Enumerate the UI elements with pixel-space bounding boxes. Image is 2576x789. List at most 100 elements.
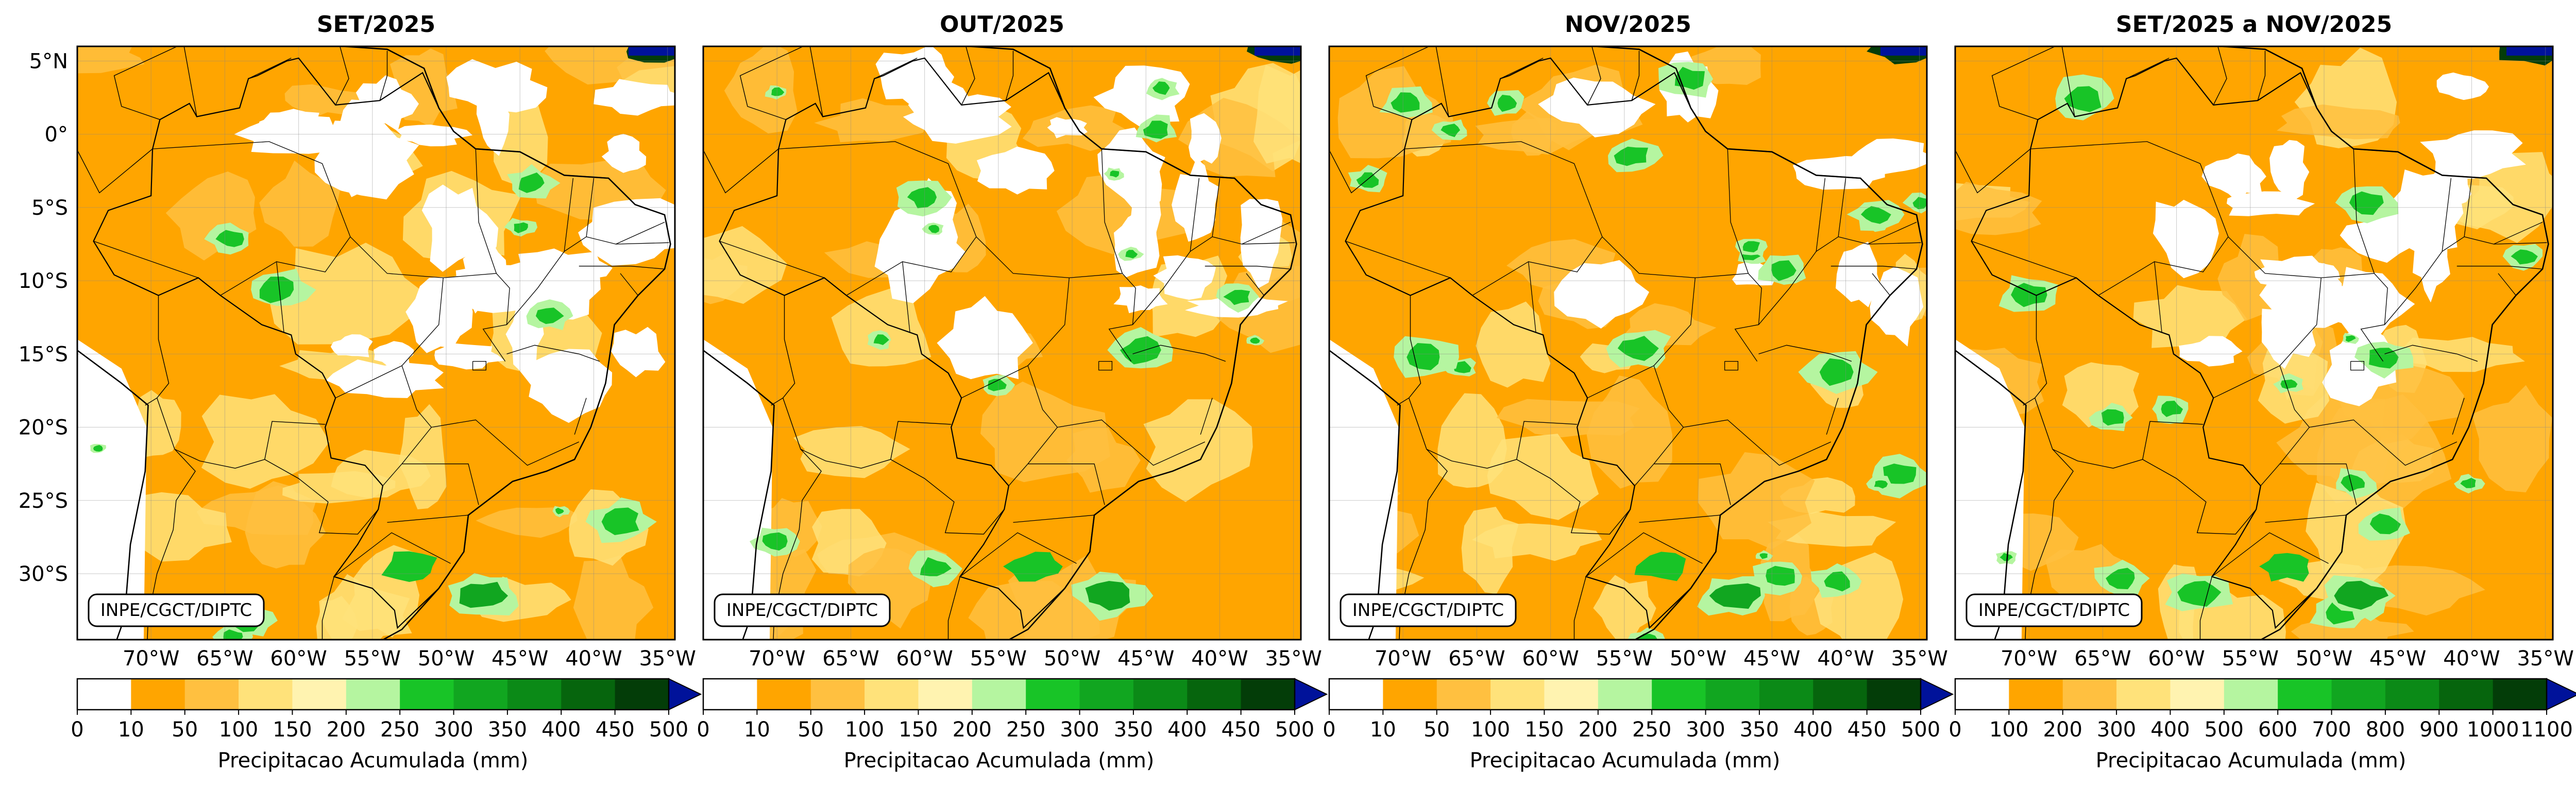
state-border	[1028, 464, 1105, 505]
rain-spot	[2460, 477, 2476, 488]
rain-band	[814, 98, 928, 143]
colorbar-bin	[239, 679, 293, 710]
colorbar-tick-label: 250	[380, 718, 419, 742]
state-border	[1724, 361, 1739, 371]
country-border	[1573, 576, 1587, 640]
latitude-label: 15°S	[19, 342, 68, 366]
longitude-label: 45°W	[1117, 647, 1174, 671]
colorbar-bin	[1026, 679, 1080, 710]
state-border	[1587, 278, 1696, 399]
state-border	[350, 236, 444, 279]
credit-label: INPE/CGCT/DIPTC	[1352, 600, 1504, 621]
country-border	[703, 148, 779, 194]
longitude-label: 40°W	[2443, 647, 2500, 671]
colorbar-bin	[1241, 679, 1295, 710]
dry-area	[234, 112, 342, 154]
country-border	[248, 58, 292, 79]
dry-area	[2153, 199, 2219, 279]
dry-area	[601, 133, 647, 173]
longitude-label: 35°W	[2517, 647, 2573, 671]
rain-spot	[1110, 170, 1120, 178]
state-border	[1200, 398, 1213, 435]
country-border	[2126, 58, 2170, 79]
colorbar-tick-label: 350	[1114, 718, 1153, 742]
state-border	[1132, 178, 1200, 325]
state-border	[93, 241, 199, 279]
state-border	[1132, 345, 1226, 362]
colorbar-bin	[757, 679, 811, 710]
dry-area	[1113, 212, 1160, 278]
colorbar-tick-label: 400	[1167, 718, 1207, 742]
rain-spot	[2106, 568, 2135, 590]
dry-area	[1850, 138, 1927, 176]
colorbar-bin	[292, 679, 347, 710]
rain-band	[1698, 452, 1815, 550]
colorbar-bin	[400, 679, 454, 710]
state-border	[472, 361, 487, 371]
state-border	[1872, 273, 1890, 296]
dry-area	[1554, 260, 1650, 329]
state-border	[1057, 419, 1206, 466]
rain-spot	[2349, 191, 2384, 215]
rain-spot	[2369, 348, 2399, 369]
colorbar-tick-label: 100	[1471, 718, 1510, 742]
country-border	[1955, 148, 2031, 194]
colorbar-bin	[918, 679, 973, 710]
precipitation-field	[1329, 46, 1927, 640]
state-border	[506, 178, 574, 325]
country-border	[771, 398, 784, 406]
longitude-label: 35°W	[1891, 647, 1947, 671]
rain-band	[201, 394, 330, 489]
colorbar-bin	[2493, 679, 2547, 710]
map-panel: SET/2025 a NOV/2025 INPE/CGCT/DIPTC 70°W 65…	[1948, 11, 2576, 773]
colorbar-tick-label: 600	[2258, 718, 2297, 742]
longitude-label: 60°W	[1522, 647, 1579, 671]
colorbar-extend-arrow	[1294, 678, 1328, 711]
south-rain-area	[1003, 552, 1063, 582]
dry-area	[1172, 158, 1219, 242]
colorbar-tick-label: 300	[1060, 718, 1099, 742]
state-border	[1831, 266, 1917, 270]
latitude-label: 5°N	[29, 49, 68, 73]
rain-spot	[1912, 197, 1927, 210]
state-border	[574, 398, 587, 435]
colorbar-bin	[77, 679, 131, 710]
dry-area	[2261, 297, 2317, 369]
colorbar-extend-arrow	[1920, 678, 1954, 711]
rain-spot	[1497, 95, 1517, 112]
credit-box	[1340, 593, 1517, 627]
state-border	[2212, 532, 2329, 577]
state-border	[1205, 266, 1291, 270]
state-border	[2384, 178, 2452, 325]
colorbar-bin	[2278, 679, 2332, 710]
state-border	[1098, 361, 1113, 371]
colorbar-bin	[1079, 679, 1134, 710]
map-panel: SET/2025 INPE/CGCT/DIPTC 5°N 0° 5°S 10°S 15°S 2…	[19, 11, 702, 773]
country-border	[1631, 50, 1640, 101]
state-border	[2384, 345, 2478, 362]
colorbar-tick-label: 350	[488, 718, 527, 742]
state-border	[1868, 242, 1921, 245]
longitude-label: 65°W	[196, 647, 253, 671]
colorbar-tick-label: 1100	[2520, 718, 2573, 742]
dry-area	[1047, 117, 1088, 139]
dry-area	[2436, 72, 2489, 100]
rain-band	[1143, 399, 1253, 502]
colorbar-tick-label: 10	[744, 718, 770, 742]
colorbar-bin	[1813, 679, 1868, 710]
state-border	[902, 262, 910, 332]
country-border	[1516, 459, 1631, 535]
state-border	[2498, 273, 2516, 296]
dry-area	[593, 79, 675, 116]
state-border	[2213, 278, 2321, 399]
colorbar-tick-label: 700	[2312, 718, 2351, 742]
state-border	[1602, 236, 1696, 279]
colorbar-tick-label: 300	[1686, 718, 1725, 742]
colorbar-tick-label: 200	[2043, 718, 2082, 742]
state-border	[1069, 149, 1123, 279]
rain-band	[77, 46, 145, 74]
colorbar-label: Precipitacao Acumulada (mm)	[218, 749, 529, 773]
colorbar-bin	[1759, 679, 1814, 710]
longitude-label: 35°W	[639, 647, 696, 671]
